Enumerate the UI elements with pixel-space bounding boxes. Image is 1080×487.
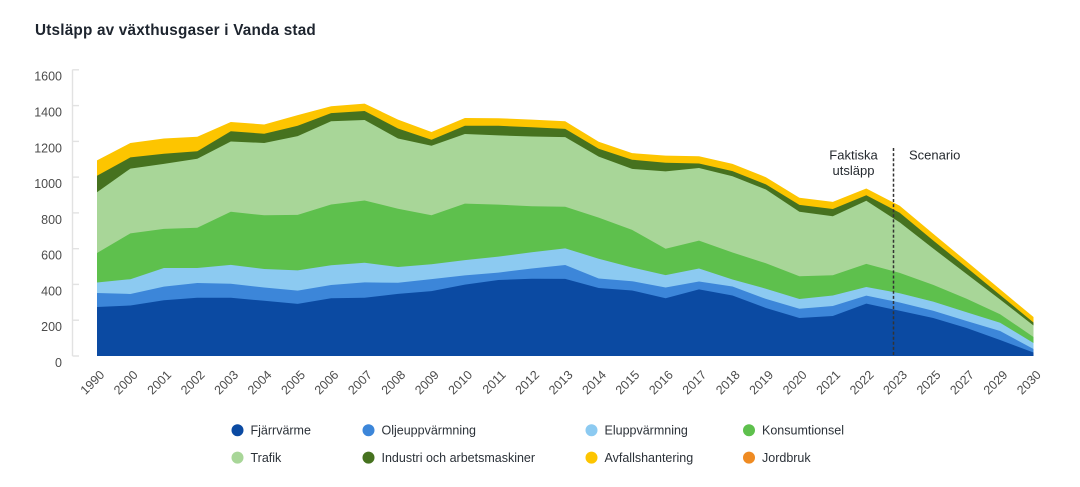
svg-text:800: 800 <box>41 213 62 227</box>
svg-text:utsläpp: utsläpp <box>833 163 875 178</box>
svg-text:Utsläpp av växthusgaser i Vand: Utsläpp av växthusgaser i Vanda stad <box>35 22 316 39</box>
svg-text:1600: 1600 <box>34 70 62 84</box>
svg-text:1200: 1200 <box>34 141 62 155</box>
svg-text:600: 600 <box>41 249 62 263</box>
svg-text:Konsumtionsel: Konsumtionsel <box>762 424 844 438</box>
svg-text:Industri och arbetsmaskiner: Industri och arbetsmaskiner <box>382 451 536 465</box>
svg-text:0: 0 <box>55 356 62 370</box>
svg-text:Oljeuppvärmning: Oljeuppvärmning <box>382 424 477 438</box>
svg-text:Avfallshantering: Avfallshantering <box>605 451 694 465</box>
svg-text:1000: 1000 <box>34 177 62 191</box>
svg-text:Faktiska: Faktiska <box>829 148 878 163</box>
svg-text:Trafik: Trafik <box>251 451 283 465</box>
svg-text:200: 200 <box>41 320 62 334</box>
svg-text:400: 400 <box>41 284 62 298</box>
svg-text:Scenario: Scenario <box>909 148 960 163</box>
svg-text:Fjärrvärme: Fjärrvärme <box>251 424 311 438</box>
svg-text:1400: 1400 <box>34 106 62 120</box>
svg-text:Eluppvärmning: Eluppvärmning <box>605 424 688 438</box>
svg-text:Jordbruk: Jordbruk <box>762 451 811 465</box>
